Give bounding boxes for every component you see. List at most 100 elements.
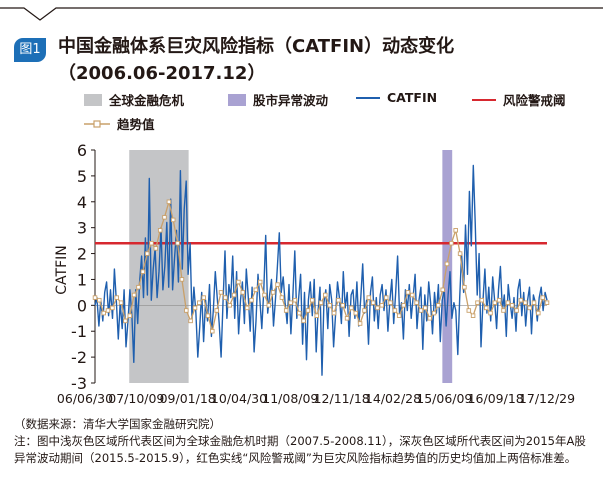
- trend-marker: [283, 308, 289, 313]
- trend-marker: [162, 215, 167, 220]
- trend-marker: [249, 297, 254, 303]
- legend-catfin-label: CATFIN: [387, 90, 438, 105]
- chart-title-line1: 中国金融体系巨灾风险指标（CATFIN）动态变化: [58, 36, 455, 57]
- trend-marker: [110, 305, 115, 311]
- trend-marker: [236, 279, 241, 285]
- y-tick-label: -1: [71, 322, 87, 341]
- trend-marker: [457, 251, 463, 256]
- trend-marker: [509, 303, 515, 308]
- trend-marker: [462, 284, 467, 290]
- trend-marker: [357, 321, 363, 326]
- trend-marker: [314, 313, 319, 318]
- trend-marker: [466, 308, 472, 313]
- y-tick-label: 2: [77, 245, 87, 264]
- legend-trend-label: 趋势值: [117, 117, 155, 132]
- global-crisis-swatch: [84, 93, 102, 106]
- trend-marker: [370, 300, 376, 305]
- trend-marker: [92, 295, 98, 300]
- x-tick-label: 10/04/30: [211, 391, 267, 406]
- trend-marker: [362, 308, 367, 313]
- trend-marker: [540, 295, 545, 300]
- top-divider: [0, 7, 603, 21]
- series-layer: [92, 164, 550, 376]
- trend-marker: [214, 308, 219, 313]
- trend-marker: [388, 300, 393, 305]
- legend-item-stock-turmoil: 股市异常波动: [228, 90, 328, 109]
- trend-marker: [166, 199, 172, 205]
- trend-marker: [310, 297, 315, 303]
- trend-marker: [475, 300, 480, 305]
- trend-marker: [257, 279, 263, 285]
- trend-marker: [366, 295, 372, 300]
- trend-marker: [231, 292, 237, 298]
- trend-marker: [531, 300, 537, 305]
- trend-marker: [336, 297, 341, 303]
- trend-marker: [483, 305, 489, 311]
- trend-marker: [301, 318, 306, 324]
- trend-marker: [192, 305, 198, 311]
- trend-marker: [244, 305, 250, 311]
- trend-marker: [436, 303, 441, 308]
- y-tick-label: -3: [71, 374, 87, 393]
- trend-marker: [123, 318, 128, 324]
- trend-marker: [175, 240, 180, 246]
- trend-marker: [101, 310, 106, 316]
- trend-marker: [318, 300, 324, 305]
- trend-marker: [505, 300, 511, 305]
- legend-global-crisis-label: 全球金融危机: [109, 93, 185, 108]
- legend-item-warning: 风险警戒阈: [472, 90, 566, 109]
- trend-marker: [514, 308, 519, 313]
- trend-marker: [518, 297, 524, 303]
- x-tick-labels: 06/06/3007/10/0909/01/1810/04/3011/08/09…: [57, 391, 575, 406]
- trend-marker: [327, 303, 332, 308]
- y-tick-label: 5: [77, 167, 87, 186]
- x-tick-label: 16/09/18: [468, 391, 524, 406]
- trend-marker: [270, 290, 276, 295]
- trend-marker: [223, 295, 228, 300]
- catfin-line: [94, 164, 548, 376]
- trend-marker: [349, 305, 354, 311]
- chart-title: 中国金融体系巨灾风险指标（CATFIN）动态变化 （2006.06-2017.1…: [58, 33, 588, 87]
- y-axis-label: CATFIN: [54, 245, 70, 294]
- trend-marker: [353, 310, 359, 316]
- trend-marker: [414, 300, 419, 305]
- x-tick-label: 09/01/18: [160, 391, 216, 406]
- x-tick-label: 11/08/09: [262, 391, 318, 406]
- trend-marker: [344, 316, 350, 321]
- trend-marker: [118, 300, 124, 305]
- x-tick-label: 14/02/28: [365, 391, 421, 406]
- trend-marker: [262, 292, 267, 298]
- source-note: （数据来源：清华大学国家金融研究院）: [14, 417, 221, 431]
- x-tick-label: 15/06/09: [416, 391, 472, 406]
- trend-marker: [396, 313, 402, 318]
- trend-marker: [201, 295, 206, 300]
- trend-marker: [218, 290, 224, 295]
- trend-marker: [527, 305, 532, 311]
- trend-marker: [297, 310, 302, 316]
- trend-marker: [418, 308, 424, 313]
- y-tick-label: 1: [77, 270, 87, 289]
- trend-marker: [444, 261, 450, 267]
- trend-marker: [405, 290, 411, 295]
- warning-line-swatch: [472, 98, 496, 101]
- trend-marker: [153, 246, 159, 251]
- trend-line-swatch: [84, 119, 110, 128]
- y-tick-labels: 6 5 4 3 2 1 0 -1 -2 -3: [71, 141, 87, 393]
- y-tick-label: 3: [77, 219, 87, 238]
- trend-marker: [157, 228, 163, 233]
- catfin-line-swatch: [356, 96, 380, 99]
- trend-marker: [292, 297, 298, 303]
- trend-marker: [544, 300, 550, 305]
- trend-marker: [383, 295, 389, 300]
- trend-marker: [479, 297, 485, 303]
- trend-marker: [375, 305, 380, 311]
- trend-marker: [449, 240, 454, 246]
- trend-marker: [240, 290, 246, 295]
- x-tick-label: 12/11/18: [314, 391, 370, 406]
- trend-marker: [410, 292, 415, 298]
- legend-item-trend: 趋势值: [84, 114, 155, 133]
- trend-marker: [488, 310, 493, 316]
- trend-marker: [179, 277, 185, 282]
- y-tick-label: 6: [77, 141, 87, 160]
- legend-item-global-crisis: 全球金融危机: [84, 90, 184, 109]
